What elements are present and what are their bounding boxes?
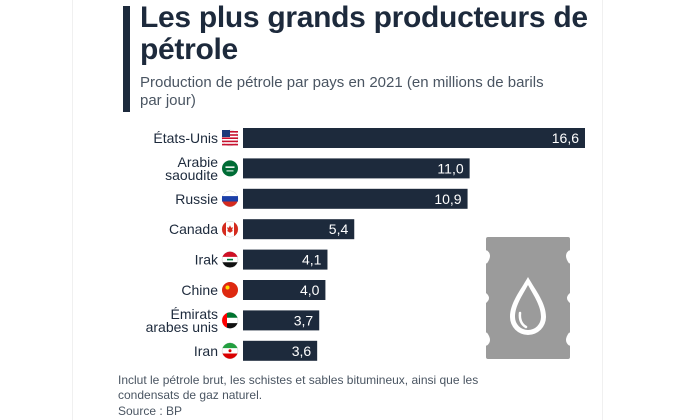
flag-china-icon — [222, 282, 238, 298]
left-margin — [0, 0, 72, 420]
oil-barrel-icon — [485, 237, 571, 359]
category-label: Arabie — [178, 154, 219, 170]
bar — [243, 340, 318, 361]
value-label: 16,6 — [552, 130, 579, 146]
chart-source: Source : BP — [118, 404, 183, 418]
bar — [243, 128, 585, 148]
bar — [243, 249, 328, 270]
category-label: Canada — [169, 221, 218, 237]
value-label: 11,0 — [437, 160, 463, 176]
chart-subtitle: Production de pétrole par pays en 2021 (… — [140, 74, 544, 109]
bar — [243, 188, 468, 209]
flag-usa-icon — [221, 129, 239, 147]
flag-saudi-icon — [222, 160, 238, 177]
bar — [243, 280, 326, 300]
chart-footnote: Inclut le pétrole brut, les schistes et … — [118, 373, 479, 402]
value-label: 3,7 — [294, 312, 314, 328]
flag-russia-icon — [221, 190, 239, 208]
category-label: arabes unis — [146, 319, 218, 335]
bar — [243, 158, 470, 179]
category-label: Iran — [194, 343, 218, 359]
category-label: Émirats — [171, 306, 218, 322]
bar — [243, 219, 355, 240]
value-label: 4,1 — [302, 252, 322, 268]
category-label: saoudite — [165, 167, 218, 183]
bar — [243, 310, 320, 331]
value-label: 10,9 — [434, 191, 461, 207]
category-label: Chine — [181, 282, 218, 298]
value-label: 3,6 — [292, 343, 312, 359]
category-label: Russie — [175, 191, 218, 207]
flag-canada-icon — [221, 220, 239, 238]
flag-iran-icon — [221, 342, 239, 360]
title-accent-bar — [123, 6, 130, 112]
chart-title: Les plus grands producteurs de pétrole — [140, 1, 588, 66]
flag-uae-icon — [221, 312, 239, 329]
value-label: 5,4 — [329, 221, 349, 237]
value-label: 4,0 — [300, 282, 320, 298]
flag-iraq-icon — [221, 251, 239, 268]
right-margin — [603, 0, 675, 420]
category-label: Irak — [195, 252, 219, 268]
category-label: États-Unis — [153, 130, 218, 146]
